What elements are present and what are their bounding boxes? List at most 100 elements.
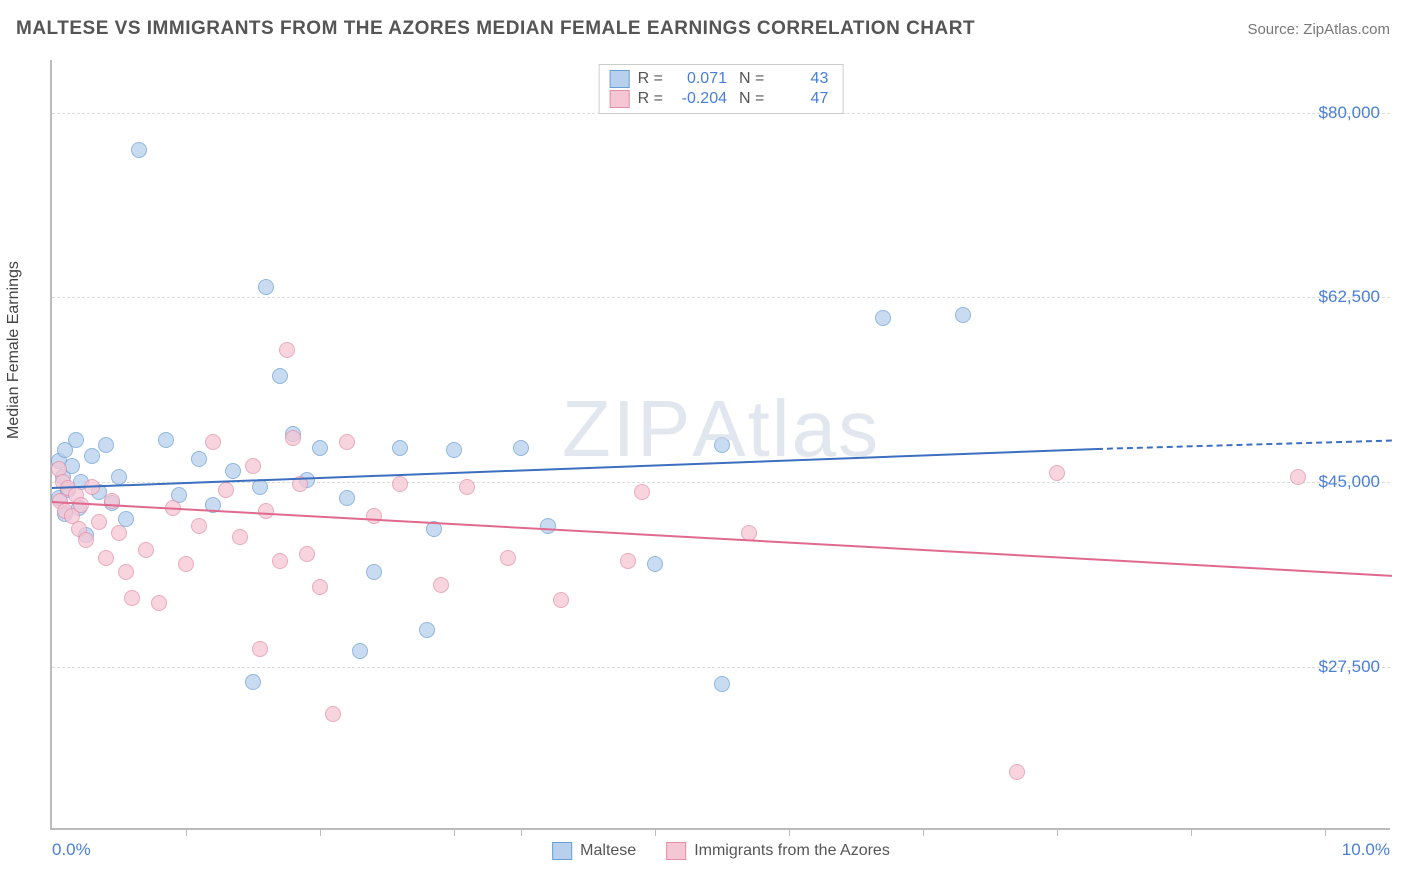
- data-point: [553, 592, 569, 608]
- data-point: [299, 546, 315, 562]
- legend-r-label: R =: [638, 90, 663, 108]
- data-point: [245, 458, 261, 474]
- data-point: [191, 518, 207, 534]
- data-point: [714, 676, 730, 692]
- legend-n-label: N =: [739, 70, 764, 88]
- legend-series-item: Immigrants from the Azores: [666, 842, 890, 860]
- data-point: [312, 440, 328, 456]
- data-point: [419, 622, 435, 638]
- data-point: [513, 440, 529, 456]
- legend-swatch: [610, 70, 630, 88]
- data-point: [218, 482, 234, 498]
- data-point: [1049, 465, 1065, 481]
- trendline: [52, 448, 1097, 489]
- data-point: [91, 514, 107, 530]
- data-point: [98, 437, 114, 453]
- trendline-extrapolated: [1097, 440, 1392, 450]
- data-point: [68, 432, 84, 448]
- data-point: [245, 674, 261, 690]
- data-point: [392, 476, 408, 492]
- gridline: [52, 297, 1390, 298]
- gridline: [52, 667, 1390, 668]
- data-point: [78, 532, 94, 548]
- x-tick: [320, 828, 321, 836]
- legend-n-value: 47: [772, 90, 832, 108]
- legend-r-value: 0.071: [671, 70, 731, 88]
- legend-r-value: -0.204: [671, 90, 731, 108]
- data-point: [252, 479, 268, 495]
- data-point: [232, 529, 248, 545]
- watermark: ZIPAtlas: [562, 383, 880, 475]
- legend-n-label: N =: [739, 90, 764, 108]
- x-min-label: 0.0%: [52, 840, 91, 860]
- legend-swatch: [552, 842, 572, 860]
- data-point: [225, 463, 241, 479]
- data-point: [258, 503, 274, 519]
- data-point: [279, 342, 295, 358]
- data-point: [392, 440, 408, 456]
- data-point: [366, 564, 382, 580]
- data-point: [191, 451, 207, 467]
- x-tick: [789, 828, 790, 836]
- legend-r-label: R =: [638, 70, 663, 88]
- chart-title: MALTESE VS IMMIGRANTS FROM THE AZORES ME…: [16, 18, 975, 40]
- legend-series: Maltese Immigrants from the Azores: [552, 842, 890, 860]
- data-point: [366, 508, 382, 524]
- data-point: [955, 307, 971, 323]
- data-point: [111, 525, 127, 541]
- data-point: [111, 469, 127, 485]
- trendline: [52, 501, 1392, 577]
- y-tick-label: $27,500: [1319, 657, 1380, 677]
- data-point: [352, 643, 368, 659]
- data-point: [1290, 469, 1306, 485]
- legend-n-value: 43: [772, 70, 832, 88]
- x-tick: [1325, 828, 1326, 836]
- data-point: [285, 430, 301, 446]
- data-point: [98, 550, 114, 566]
- data-point: [312, 579, 328, 595]
- data-point: [258, 279, 274, 295]
- data-point: [339, 490, 355, 506]
- data-point: [124, 590, 140, 606]
- x-max-label: 10.0%: [1342, 840, 1390, 860]
- data-point: [205, 434, 221, 450]
- data-point: [647, 556, 663, 572]
- data-point: [325, 706, 341, 722]
- y-tick-label: $62,500: [1319, 287, 1380, 307]
- data-point: [272, 368, 288, 384]
- data-point: [714, 437, 730, 453]
- data-point: [459, 479, 475, 495]
- x-tick: [1057, 828, 1058, 836]
- x-tick: [186, 828, 187, 836]
- legend-swatch: [666, 842, 686, 860]
- data-point: [339, 434, 355, 450]
- data-point: [875, 310, 891, 326]
- data-point: [158, 432, 174, 448]
- x-tick: [923, 828, 924, 836]
- data-point: [272, 553, 288, 569]
- legend-row: R = 0.071 N = 43: [610, 69, 833, 89]
- legend-swatch: [610, 90, 630, 108]
- y-tick-label: $45,000: [1319, 472, 1380, 492]
- legend-series-name: Maltese: [580, 842, 636, 860]
- data-point: [131, 142, 147, 158]
- data-point: [1009, 764, 1025, 780]
- x-tick: [1191, 828, 1192, 836]
- data-point: [84, 448, 100, 464]
- data-point: [620, 553, 636, 569]
- data-point: [151, 595, 167, 611]
- data-point: [64, 458, 80, 474]
- legend-series-item: Maltese: [552, 842, 636, 860]
- data-point: [118, 564, 134, 580]
- x-tick: [521, 828, 522, 836]
- x-tick: [655, 828, 656, 836]
- legend-series-name: Immigrants from the Azores: [694, 842, 890, 860]
- data-point: [500, 550, 516, 566]
- data-point: [178, 556, 194, 572]
- data-point: [73, 497, 89, 513]
- data-point: [446, 442, 462, 458]
- legend-row: R = -0.204 N = 47: [610, 89, 833, 109]
- y-axis-label: Median Female Earnings: [5, 261, 23, 439]
- data-point: [433, 577, 449, 593]
- data-point: [634, 484, 650, 500]
